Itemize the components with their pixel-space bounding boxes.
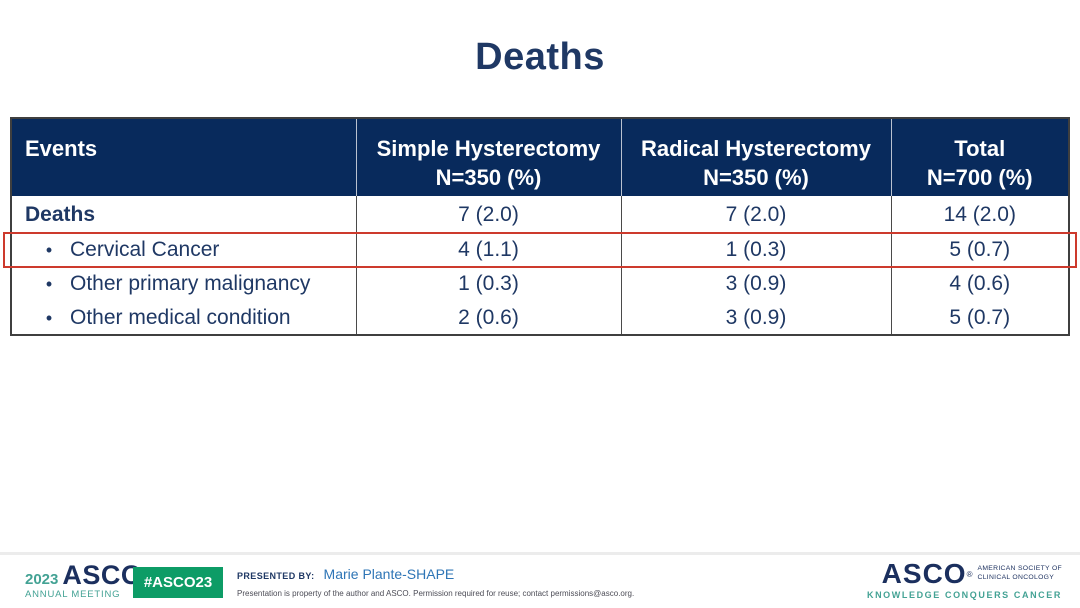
row-label: Other primary malignancy bbox=[70, 272, 311, 295]
page-title: Deaths bbox=[475, 36, 605, 78]
asco-tagline: KNOWLEDGE CONQUERS CANCER bbox=[866, 590, 1062, 600]
table-header-row: Events Simple Hysterectomy N=350 (%) Rad… bbox=[11, 118, 1069, 196]
column-header-radical-hysterectomy: Radical Hysterectomy N=350 (%) bbox=[620, 118, 891, 196]
meeting-subtitle: ANNUAL MEETING bbox=[25, 589, 121, 600]
presented-by-block: PRESENTED BY: Marie Plante-SHAPE Present… bbox=[237, 566, 634, 598]
bullet-icon: • bbox=[45, 274, 53, 294]
column-header-total: Total N=700 (%) bbox=[890, 118, 1069, 196]
presented-by-label: PRESENTED BY: bbox=[237, 571, 315, 581]
asco-annual-meeting-logo: 2023 ASCO ® ANNUAL MEETING bbox=[25, 562, 148, 601]
asco-society-logo: ASCO ® AMERICAN SOCIETY OF CLINICAL ONCO… bbox=[866, 558, 1062, 601]
presenter-name: Marie Plante-SHAPE bbox=[323, 566, 455, 582]
column-header-line1: Radical Hysterectomy bbox=[641, 136, 871, 161]
value-cell: 5 (0.7) bbox=[890, 233, 1069, 267]
row-label: Other medical condition bbox=[70, 305, 291, 329]
value-cell: 14 (2.0) bbox=[890, 196, 1069, 233]
row-label: Cervical Cancer bbox=[70, 238, 220, 261]
table-body: Deaths 7 (2.0) 7 (2.0) 14 (2.0) • Cervica… bbox=[11, 196, 1069, 335]
table-row-other-medical-condition: • Other medical condition 2 (0.6) 3 (0.9)… bbox=[11, 301, 1069, 335]
table-row-cervical-cancer: • Cervical Cancer 4 (1.1) 1 (0.3) 5 (0.7) bbox=[11, 233, 1069, 267]
column-header-line1: Events bbox=[25, 136, 98, 161]
row-label-cell: • Other primary malignancy bbox=[11, 267, 356, 301]
asco-logo-top: ASCO ® AMERICAN SOCIETY OF CLINICAL ONCO… bbox=[867, 558, 1062, 589]
society-name: AMERICAN SOCIETY OF CLINICAL ONCOLOGY bbox=[977, 565, 1062, 583]
value-cell: 7 (2.0) bbox=[355, 196, 621, 233]
row-label-cell: • Other medical condition bbox=[11, 301, 356, 335]
value-cell: 5 (0.7) bbox=[890, 301, 1069, 335]
column-header-line2: N=350 (%) bbox=[435, 165, 542, 190]
events-table: Events Simple Hysterectomy N=350 (%) Rad… bbox=[10, 117, 1070, 336]
value-cell: 4 (1.1) bbox=[355, 233, 621, 267]
bullet-icon: • bbox=[45, 240, 53, 260]
column-header-line2: N=350 (%) bbox=[703, 165, 809, 190]
society-name-line2: CLINICAL ONCOLOGY bbox=[977, 574, 1055, 581]
events-table-container: Events Simple Hysterectomy N=350 (%) Rad… bbox=[3, 117, 1077, 336]
value-cell: 7 (2.0) bbox=[620, 196, 891, 233]
hashtag-badge: #ASCO23 bbox=[133, 567, 223, 598]
value-cell: 1 (0.3) bbox=[620, 233, 891, 267]
copyright-disclaimer: Presentation is property of the author a… bbox=[237, 589, 635, 598]
table-row-deaths: Deaths 7 (2.0) 7 (2.0) 14 (2.0) bbox=[11, 196, 1069, 233]
column-header-line2: N=700 (%) bbox=[926, 165, 1033, 190]
bullet-icon: • bbox=[45, 307, 53, 328]
asco-wordmark: ASCO bbox=[881, 558, 967, 589]
value-cell: 3 (0.9) bbox=[620, 301, 891, 335]
column-header-line1: Simple Hysterectomy bbox=[376, 136, 601, 161]
column-header-simple-hysterectomy: Simple Hysterectomy N=350 (%) bbox=[355, 118, 621, 196]
value-cell: 2 (0.6) bbox=[355, 301, 621, 335]
society-name-line1: AMERICAN SOCIETY OF bbox=[977, 565, 1062, 573]
row-label-cell: Deaths bbox=[11, 196, 356, 233]
value-cell: 3 (0.9) bbox=[620, 267, 891, 301]
row-label-cell: • Cervical Cancer bbox=[11, 233, 356, 267]
table-header: Events Simple Hysterectomy N=350 (%) Rad… bbox=[11, 118, 1069, 196]
asco-wordmark: ASCO bbox=[62, 560, 143, 590]
footer-divider bbox=[0, 552, 1080, 555]
value-cell: 4 (0.6) bbox=[890, 267, 1069, 301]
meeting-logo-top: 2023 ASCO ® bbox=[25, 562, 148, 589]
row-label: Deaths bbox=[25, 202, 96, 226]
meeting-year: 2023 bbox=[25, 571, 59, 588]
column-header-line1: Total bbox=[954, 136, 1006, 161]
table-row-other-primary-malignancy: • Other primary malignancy 1 (0.3) 3 (0.9… bbox=[11, 267, 1069, 301]
column-header-events: Events bbox=[11, 118, 356, 196]
value-cell: 1 (0.3) bbox=[355, 267, 621, 301]
presented-by-row: PRESENTED BY: Marie Plante-SHAPE bbox=[237, 566, 634, 582]
registered-mark-icon: ® bbox=[966, 569, 973, 579]
